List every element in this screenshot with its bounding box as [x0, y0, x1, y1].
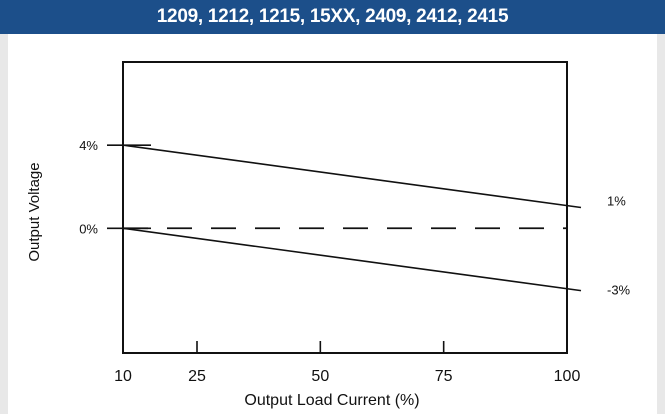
- series-line-1: [122, 144, 582, 209]
- chart-title: 1209, 1212, 1215, 15XX, 2409, 2412, 2415: [0, 0, 665, 34]
- end-labels: 1% -3%: [607, 194, 631, 298]
- series-end-label: 1%: [607, 194, 626, 209]
- x-ticks: 10 25 50 75 100: [114, 341, 580, 385]
- y-axis-label: Output Voltage: [26, 162, 43, 261]
- chart-panel: [8, 34, 657, 414]
- x-tick-label: 50: [311, 368, 329, 385]
- y-tick-label: 4%: [79, 138, 98, 153]
- series-line-3: [122, 227, 582, 292]
- series-layer: [122, 144, 582, 292]
- y-ticks: 4% 0%: [79, 138, 151, 236]
- x-axis-label: Output Load Current (%): [244, 392, 419, 409]
- series-end-label: -3%: [607, 283, 631, 298]
- x-tick-label: 10: [114, 368, 132, 385]
- plot-area: [122, 61, 568, 354]
- x-tick-label: 25: [188, 368, 206, 385]
- x-tick-label: 75: [435, 368, 453, 385]
- y-tick-label: 0%: [79, 221, 98, 236]
- x-tick-label: 100: [554, 368, 581, 385]
